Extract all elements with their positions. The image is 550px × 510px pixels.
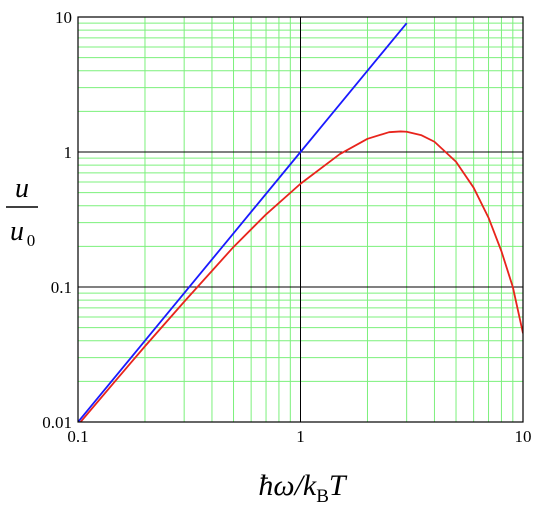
y-tick-label: 1 bbox=[64, 143, 73, 162]
x-label: ħω/kBT bbox=[258, 469, 348, 507]
series-layer bbox=[78, 22, 523, 422]
x-label-main: ħω/k bbox=[258, 469, 317, 502]
x-label-subscript: B bbox=[316, 486, 329, 507]
y-tick-label: 0.01 bbox=[42, 413, 72, 432]
y-tick-label: 10 bbox=[55, 8, 72, 27]
x-tick-label: 10 bbox=[515, 427, 532, 446]
series-line-1 bbox=[78, 22, 408, 422]
series-line-2 bbox=[79, 130, 523, 422]
x-tick-label: 0.1 bbox=[67, 427, 88, 446]
y-label-numerator: u bbox=[15, 173, 29, 204]
y-label-denominator: u bbox=[10, 216, 24, 247]
y-label-denominator-subscript: 0 bbox=[27, 231, 36, 250]
plot-frame bbox=[77, 16, 524, 423]
x-tick-label: 1 bbox=[296, 427, 305, 446]
y-tick-label: 0.1 bbox=[51, 278, 72, 297]
x-label-tail: T bbox=[329, 469, 348, 502]
